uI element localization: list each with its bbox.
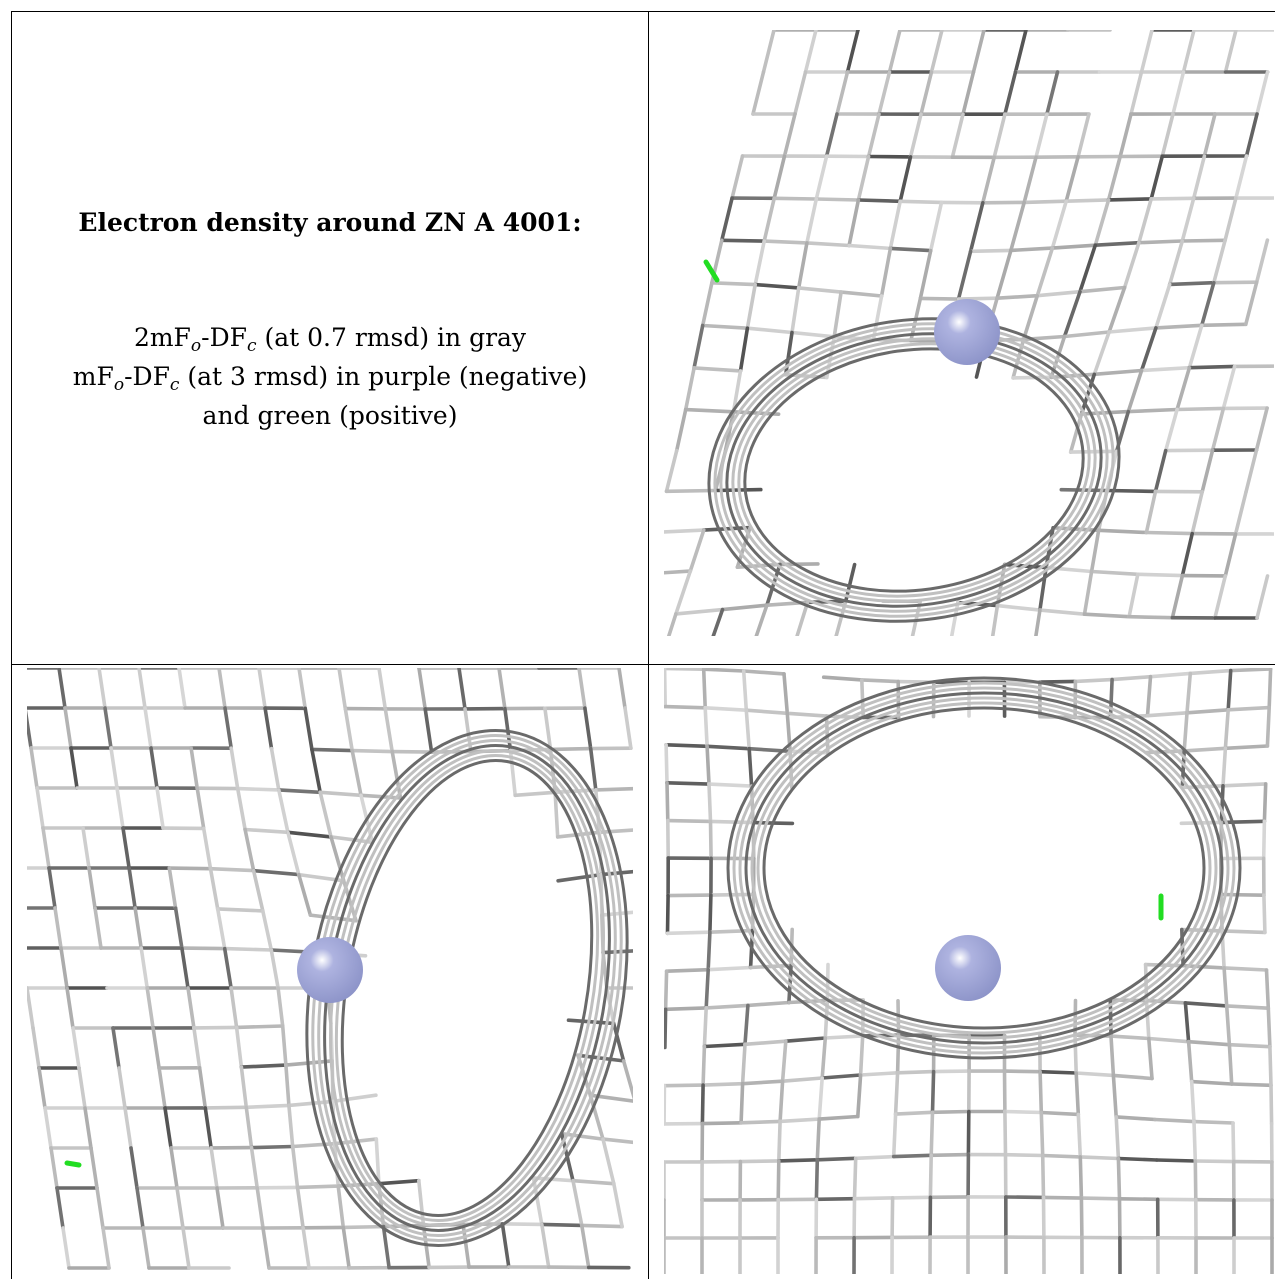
table-border-top — [11, 11, 1275, 12]
density-view-top-right — [664, 30, 1274, 636]
caption-line-2-sub-c: c — [169, 375, 180, 395]
zinc-atom — [935, 935, 1001, 1001]
caption-cell: Electron density around ZN A 4001: 2mFo-… — [11, 12, 648, 664]
table-border-left — [11, 11, 12, 1279]
zinc-atom — [297, 937, 363, 1003]
density-mesh — [664, 668, 1274, 1274]
density-view-bottom-right — [664, 668, 1274, 1274]
caption-title: Electron density around ZN A 4001: — [78, 208, 582, 237]
caption-text: 2mFo-DFc (at 0.7 rmsd) in gray mFo-DFc (… — [11, 318, 648, 435]
table-border-center — [648, 11, 649, 1279]
caption-line-1-b: -DF — [201, 323, 247, 352]
positive-density-blob — [703, 259, 720, 283]
caption-line-1-c: (at 0.7 rmsd) in gray — [256, 323, 527, 352]
caption-line-2-sub-o: o — [113, 375, 125, 395]
mesh-view-1 — [664, 30, 1274, 636]
caption-line-1-a: 2mF — [133, 323, 191, 352]
caption-line-2-a: mF — [72, 362, 114, 391]
density-view-bottom-left — [27, 668, 633, 1274]
positive-density-blob — [64, 1160, 82, 1168]
table-border-middle — [11, 664, 1275, 665]
density-mesh — [664, 30, 1274, 636]
caption-line-1-sub-o: o — [190, 336, 202, 356]
caption-line-2-b: -DF — [124, 362, 170, 391]
mesh-view-2 — [27, 668, 633, 1270]
caption-line-3: and green (positive) — [202, 401, 458, 430]
mesh-view-3 — [664, 668, 1274, 1274]
caption-line-1-sub-c: c — [247, 336, 257, 356]
caption-line-1: 2mFo-DFc (at 0.7 rmsd) in gray — [11, 318, 648, 357]
caption-line-2-c: (at 3 rmsd) in purple (negative) — [179, 362, 588, 391]
zinc-atom — [934, 299, 1000, 365]
caption: Electron density around ZN A 4001: 2mFo-… — [11, 12, 648, 664]
caption-line-2: mFo-DFc (at 3 rmsd) in purple (negative) — [11, 357, 648, 396]
